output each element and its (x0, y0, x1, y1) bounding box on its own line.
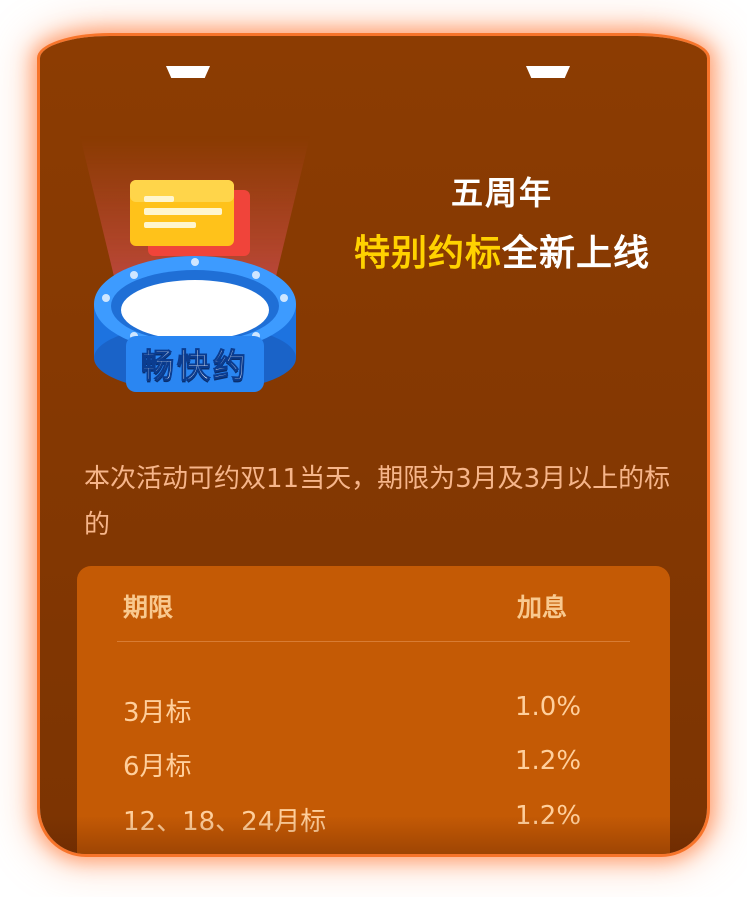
table-row: 12、18、24月标 1.2% (123, 801, 630, 841)
header-bonus: 加息 (517, 593, 568, 622)
headline-rest: 全新上线 (502, 233, 651, 274)
spotlight-left-icon (166, 66, 210, 78)
promo-card: 畅快约 五周年 特别约标全新上线 本次活动可约双11当天，期限为3月及3月以上的… (40, 36, 707, 854)
cell-term: 6月标 (123, 752, 192, 782)
table-row: 3月标 1.0% (123, 692, 630, 732)
ring-with-cards-icon (94, 180, 296, 392)
changkuaiyue-badge: 畅快约 (90, 176, 300, 406)
spotlight-right-icon (526, 66, 570, 78)
bonus-table: 期限 加息 3月标 1.0% 6月标 1.2% 12、18、24月标 1.2% (77, 566, 670, 854)
headline-highlight: 特别约标 (353, 233, 502, 274)
activity-description: 本次活动可约双11当天，期限为3月及3月以上的标的 (84, 464, 671, 540)
table-row: 6月标 1.2% (123, 746, 630, 786)
headline-launch: 特别约标全新上线 (302, 224, 702, 276)
cell-bonus: 1.0% (515, 692, 582, 722)
headline-anniversary: 五周年 (450, 174, 553, 212)
badge-label: 畅快约 (141, 346, 249, 386)
table-header: 期限 加息 (117, 566, 630, 642)
cell-term: 12、18、24月标 (123, 807, 327, 837)
header-term: 期限 (123, 593, 174, 622)
cell-bonus: 1.2% (515, 801, 582, 831)
cell-bonus: 1.2% (515, 746, 582, 776)
cell-term: 3月标 (123, 698, 192, 728)
